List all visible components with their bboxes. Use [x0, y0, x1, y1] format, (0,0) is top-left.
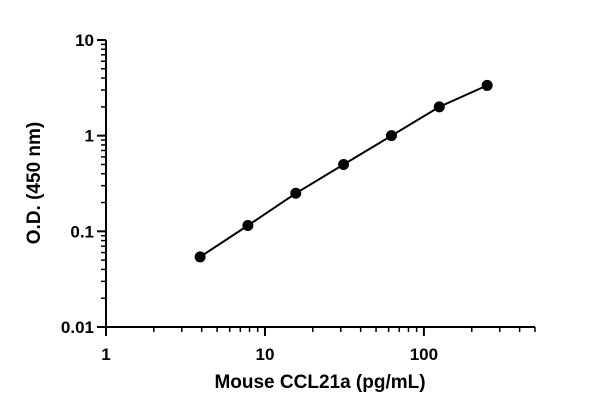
data-points	[194, 79, 493, 263]
y-tick-label: 0.1	[70, 222, 94, 241]
data-point	[385, 130, 397, 142]
data-point	[194, 251, 206, 263]
x-tick-group: 1 10 100	[101, 327, 536, 364]
data-point	[433, 101, 445, 113]
y-axis-title: O.D. (450 nm)	[24, 122, 45, 244]
fit-curve	[199, 84, 488, 258]
data-point	[242, 220, 254, 232]
y-tick-label: 1	[85, 127, 94, 146]
x-tick-label: 100	[410, 345, 438, 364]
data-point	[338, 158, 350, 170]
y-axis: 0.01 0.1 1 10	[61, 31, 107, 337]
x-axis-title: Mouse CCL21a (pg/mL)	[214, 372, 425, 393]
x-tick-label: 1	[101, 345, 110, 364]
x-tick-label: 10	[255, 345, 274, 364]
data-point	[481, 79, 493, 91]
y-tick-label: 10	[75, 31, 94, 50]
x-axis: 1 10 100	[101, 326, 536, 364]
y-tick-label: 0.01	[61, 318, 94, 337]
y-tick-group: 0.01 0.1 1 10	[61, 31, 106, 337]
data-point	[290, 187, 302, 199]
